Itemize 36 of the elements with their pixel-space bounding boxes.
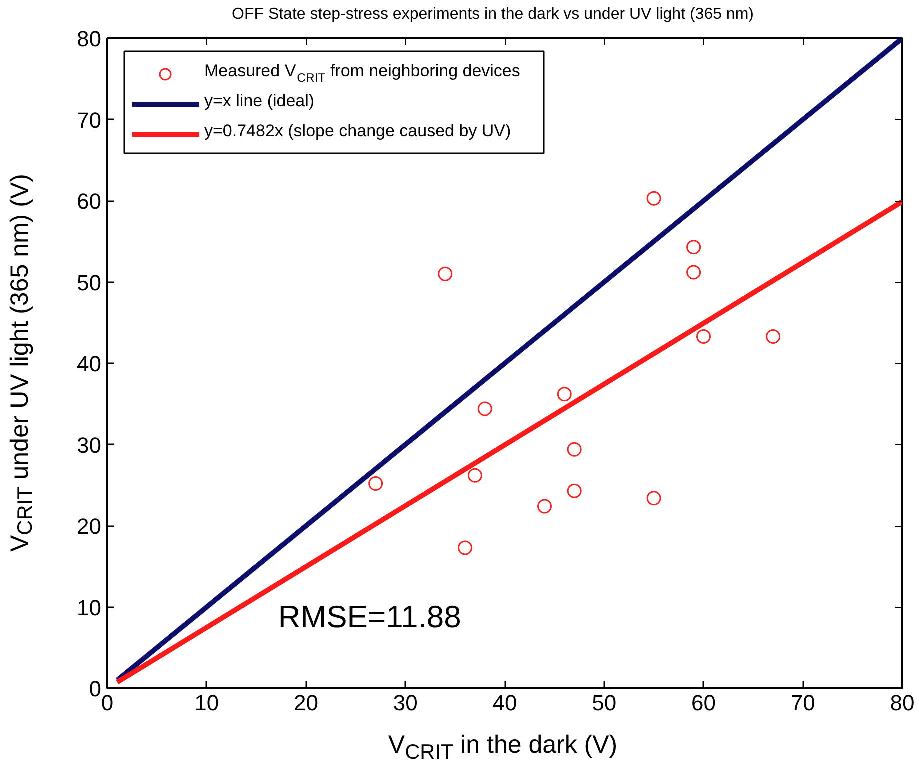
x-tick-label: 50: [592, 690, 617, 716]
point: [646, 491, 662, 506]
point: [646, 191, 662, 206]
y-tick-label: 80: [77, 26, 102, 52]
annotation: RMSE=11.88: [278, 600, 462, 634]
x-tick-label: 40: [492, 690, 518, 716]
y-tick-label: 20: [77, 514, 102, 539]
point: [567, 484, 582, 498]
chart-title: OFF State step-stress experiments in the dark vs under UV light (365 nm): [232, 5, 754, 25]
point: [438, 266, 453, 282]
point: [766, 329, 781, 344]
x-axis-title: V$_{CRIT}$ in the dark (V): [388, 730, 618, 766]
y-tick-label: 60: [77, 189, 102, 214]
y-tick-label: 30: [77, 432, 102, 458]
legend-label: y=x line (ideal): [204, 91, 315, 110]
point: [538, 499, 552, 514]
point: [468, 468, 482, 483]
point: [368, 476, 384, 491]
point: [557, 387, 572, 402]
x-tick-label: 20: [294, 690, 318, 716]
y-tick-label: 40: [77, 352, 102, 376]
x-tick-label: 10: [194, 690, 220, 716]
point: [478, 402, 492, 416]
x-tick-label: 60: [692, 690, 716, 716]
point: [567, 442, 582, 457]
x-tick-label: 30: [393, 690, 418, 716]
point: [686, 265, 702, 280]
point: [696, 329, 711, 344]
x-tick-label: 70: [790, 690, 816, 716]
y-tick-label: 70: [77, 108, 102, 133]
legend-label: y=0.7482x (slope change caused by UV): [204, 121, 512, 140]
x-tick-label: 80: [890, 690, 915, 716]
y-tick-label: 50: [77, 270, 102, 296]
y-tick-label: 10: [77, 595, 102, 620]
point: [686, 240, 702, 255]
point: [458, 540, 472, 556]
